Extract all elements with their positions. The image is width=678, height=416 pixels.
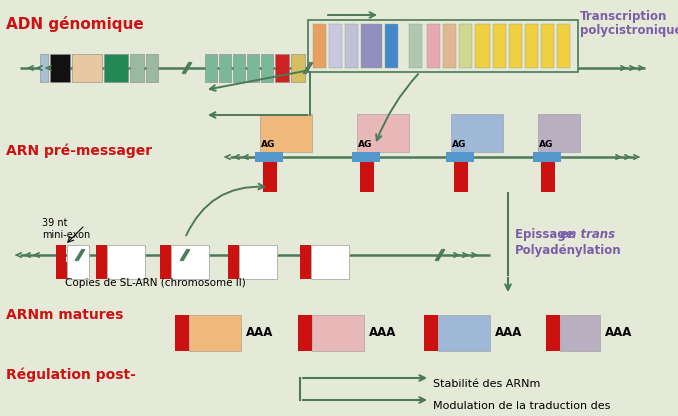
Bar [228,245,239,279]
Text: AAA: AAA [369,327,397,339]
Bar [345,24,358,68]
Bar [261,54,273,82]
Text: AG: AG [261,140,275,149]
Bar [361,24,382,68]
Text: Stabilité des ARNm: Stabilité des ARNm [433,379,540,389]
Bar [205,54,217,82]
Bar [352,152,380,162]
Bar [329,24,342,68]
Bar [409,24,422,68]
Bar [311,245,349,279]
Bar [300,245,311,279]
Bar [546,315,560,351]
Bar [171,245,209,279]
Bar [219,54,231,82]
Bar [175,315,189,351]
Bar [239,245,277,279]
Bar [360,162,374,192]
Text: Epissage: Epissage [515,228,578,241]
Bar [454,162,468,192]
Text: ARNm matures: ARNm matures [6,308,123,322]
Bar [255,152,283,162]
Bar [509,24,522,68]
Bar [146,54,158,82]
Bar [446,152,474,162]
Text: Copies de SL-ARN (chromosome II): Copies de SL-ARN (chromosome II) [64,278,245,288]
Bar [493,24,506,68]
Bar [451,114,503,152]
Bar [233,54,245,82]
Bar [67,245,89,279]
Bar [56,262,67,279]
Bar [533,152,561,162]
Text: en trans: en trans [560,228,615,241]
Bar [475,24,490,68]
Bar [427,24,440,68]
Bar [50,54,70,82]
Text: ADN génomique: ADN génomique [6,16,144,32]
Bar [96,245,107,279]
Bar [313,24,326,68]
Bar [130,54,144,82]
Bar [541,162,555,192]
Bar [189,315,241,351]
Bar [438,315,490,351]
Bar [61,245,66,262]
Bar [275,54,289,82]
Bar [459,24,472,68]
Bar [312,315,364,351]
Bar [104,54,128,82]
Bar [291,54,305,82]
Bar [525,24,538,68]
Bar [72,54,102,82]
Bar [263,162,277,192]
Text: 39 nt
mini-exon: 39 nt mini-exon [42,218,90,240]
Text: Régulation post-: Régulation post- [6,368,136,382]
Bar [107,245,145,279]
Bar [298,315,312,351]
Bar [560,315,600,351]
Bar [160,245,171,279]
Text: AAA: AAA [246,327,273,339]
Text: AG: AG [539,140,553,149]
Text: polycistronique: polycistronique [580,24,678,37]
Bar [56,245,61,262]
Bar [357,114,409,152]
Text: Polyadénylation: Polyadénylation [515,244,622,257]
Text: AAA: AAA [605,327,633,339]
Text: AG: AG [358,140,372,149]
Bar [443,24,456,68]
Bar [308,20,578,72]
Bar [247,54,259,82]
Bar [557,24,570,68]
Bar [40,54,48,82]
Bar [385,24,398,68]
Bar [538,114,580,152]
Text: Modulation de la traduction des: Modulation de la traduction des [433,401,610,411]
Bar [541,24,554,68]
Text: AG: AG [452,140,466,149]
Text: ARN pré-messager: ARN pré-messager [6,143,152,158]
Text: Transcription: Transcription [580,10,667,23]
Text: AAA: AAA [495,327,522,339]
Bar [424,315,438,351]
Bar [260,114,312,152]
